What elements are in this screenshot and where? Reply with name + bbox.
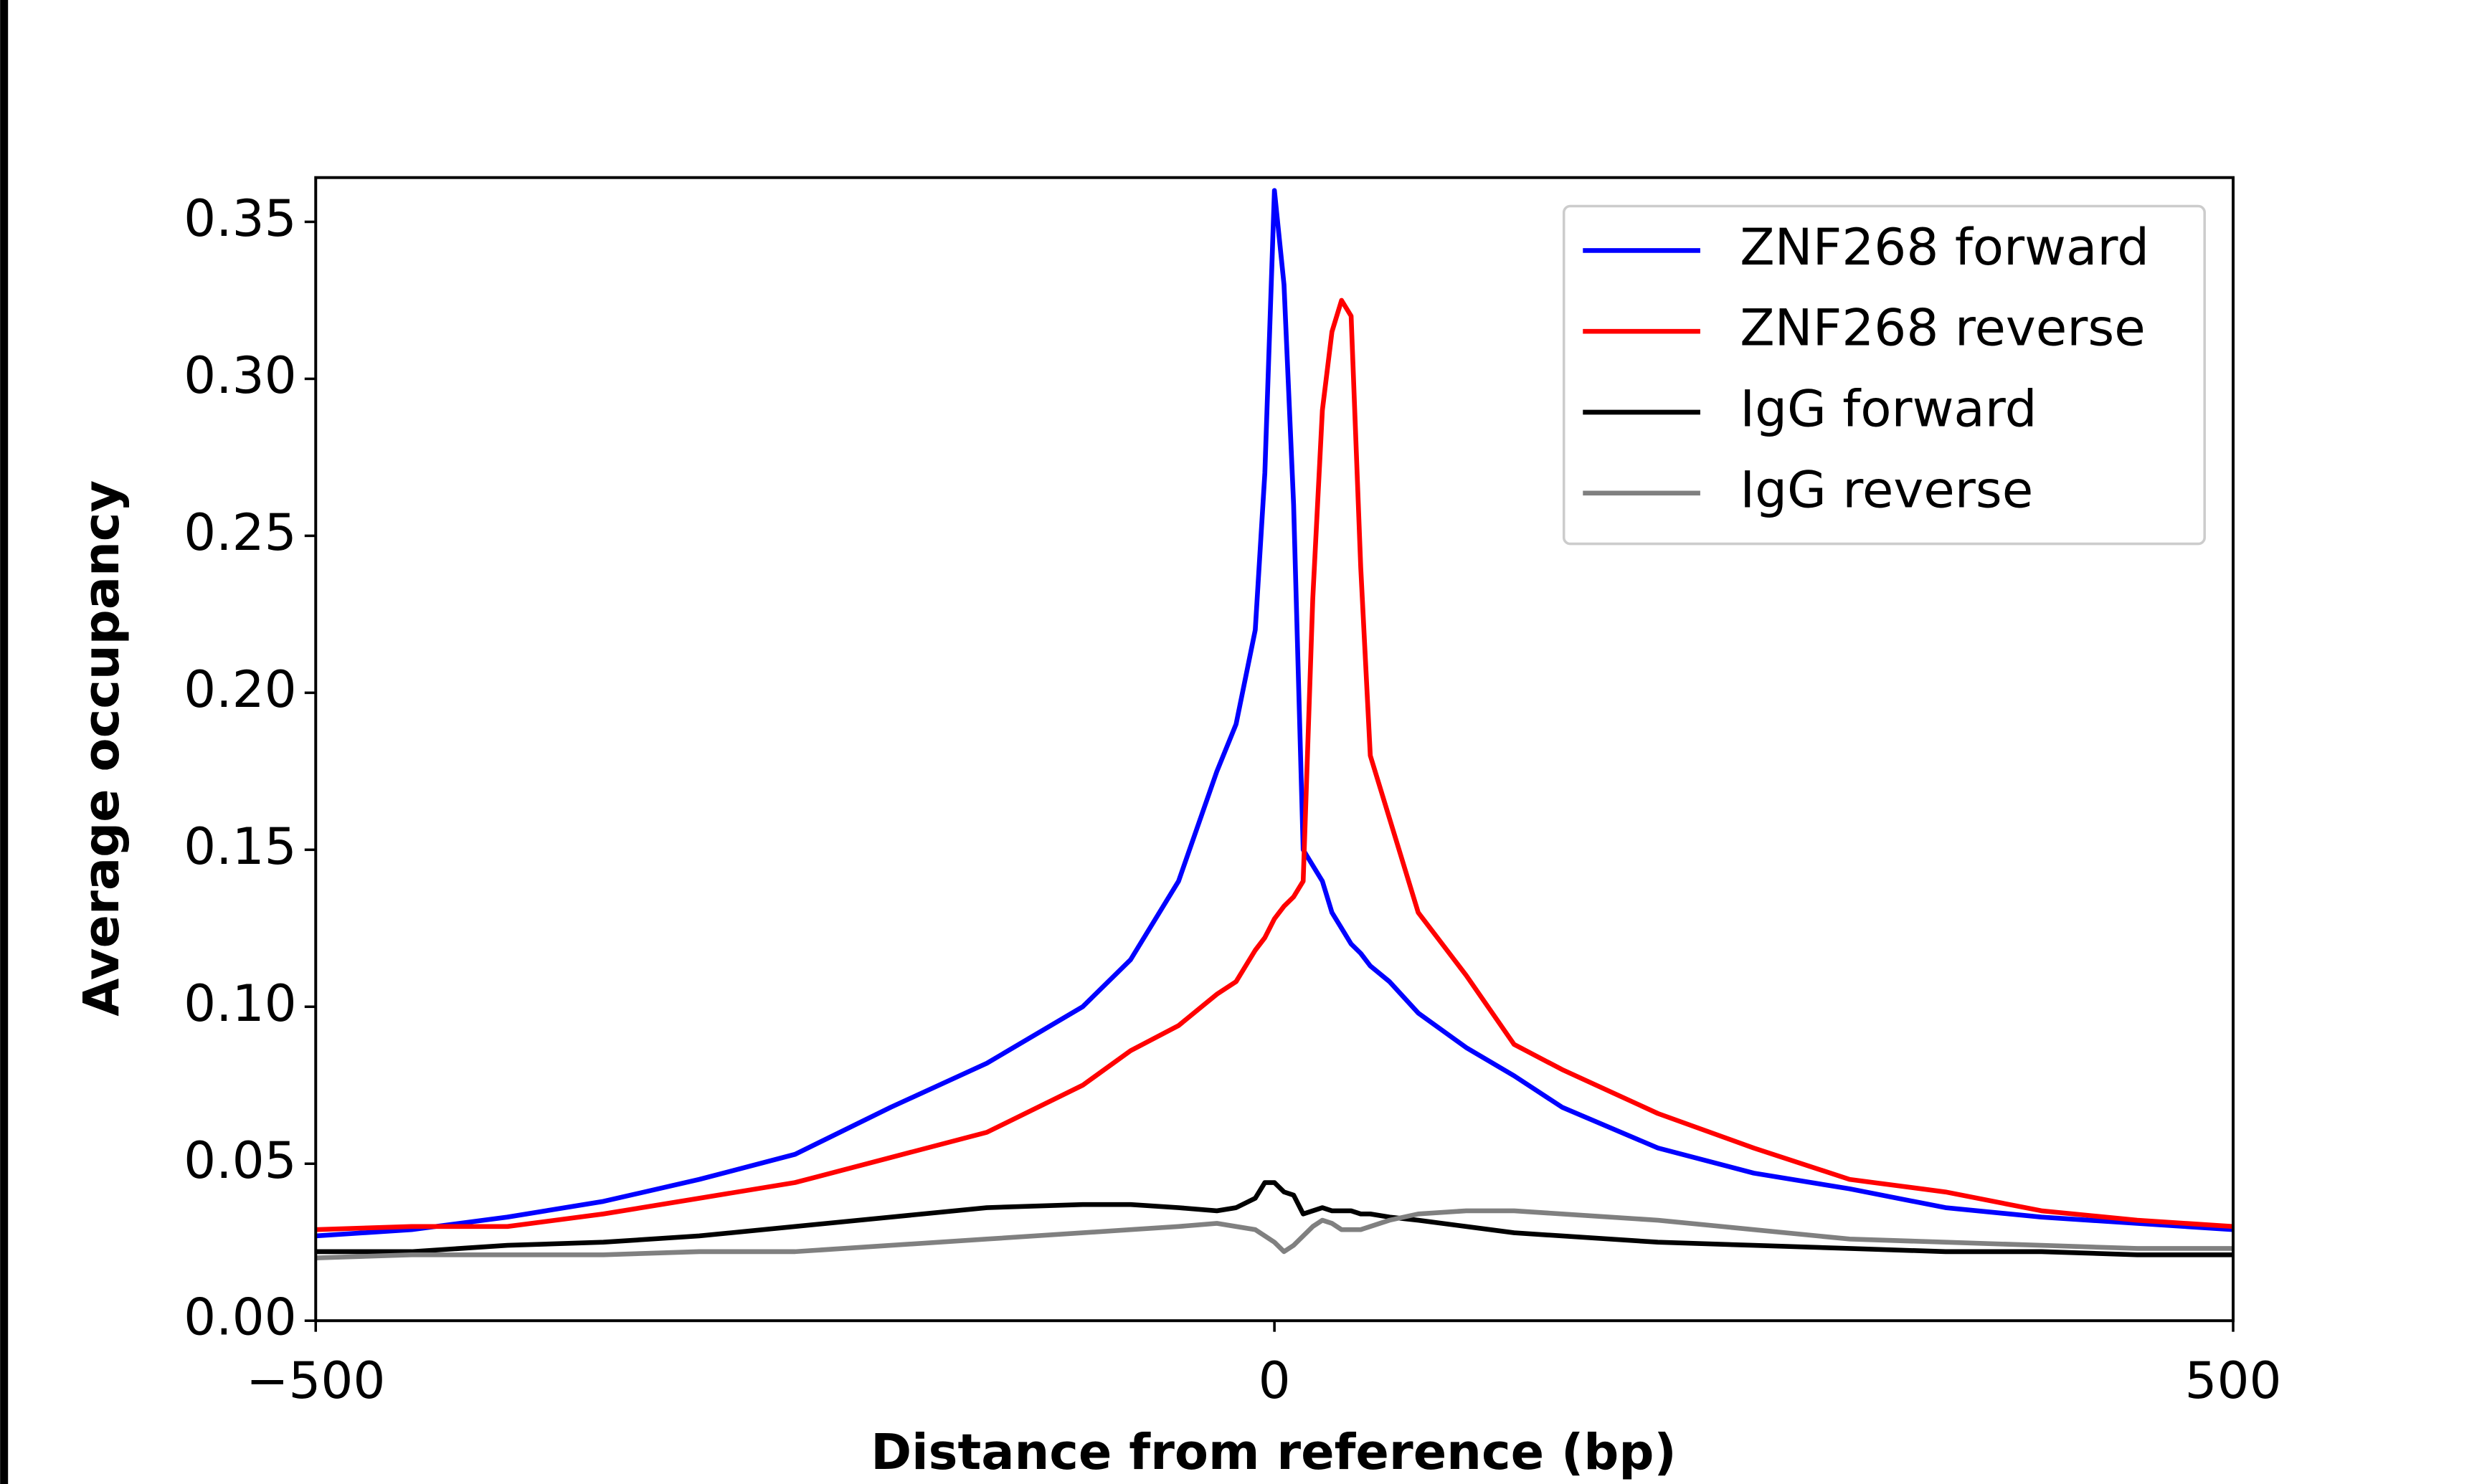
x-tick-label: −500 <box>246 1351 385 1410</box>
series-line <box>316 188 2234 1239</box>
y-axis-label: Average occupancy <box>73 480 131 1017</box>
left-edge <box>0 0 9 1484</box>
y-tick-label: 0.35 <box>184 189 297 248</box>
y-tick-label: 0.05 <box>184 1131 297 1190</box>
legend-label: ZNF268 forward <box>1740 217 2149 277</box>
y-tick-label: 0.30 <box>184 346 297 405</box>
y-tick-label: 0.25 <box>184 503 297 562</box>
series-line <box>316 1180 2234 1257</box>
series-line <box>316 1208 2234 1260</box>
legend-label: ZNF268 reverse <box>1740 298 2146 358</box>
legend-label: IgG forward <box>1740 379 2037 439</box>
x-tick-label: 0 <box>1259 1351 1291 1410</box>
y-tick-label: 0.20 <box>184 660 297 719</box>
y-tick-label: 0.10 <box>184 974 297 1033</box>
legend-label: IgG reverse <box>1740 460 2033 519</box>
plot-frame <box>314 176 2235 1323</box>
series-line <box>316 298 2234 1232</box>
y-tick-label: 0.00 <box>184 1288 297 1347</box>
legend-frame <box>1562 204 2206 546</box>
y-tick-label: 0.15 <box>184 817 297 876</box>
x-tick-label: 500 <box>2184 1351 2281 1410</box>
legend: ZNF268 forward ZNF268 reverse IgG forward I… <box>1562 204 2206 546</box>
x-axis-label: Distance from reference (bp) <box>871 1424 1677 1481</box>
